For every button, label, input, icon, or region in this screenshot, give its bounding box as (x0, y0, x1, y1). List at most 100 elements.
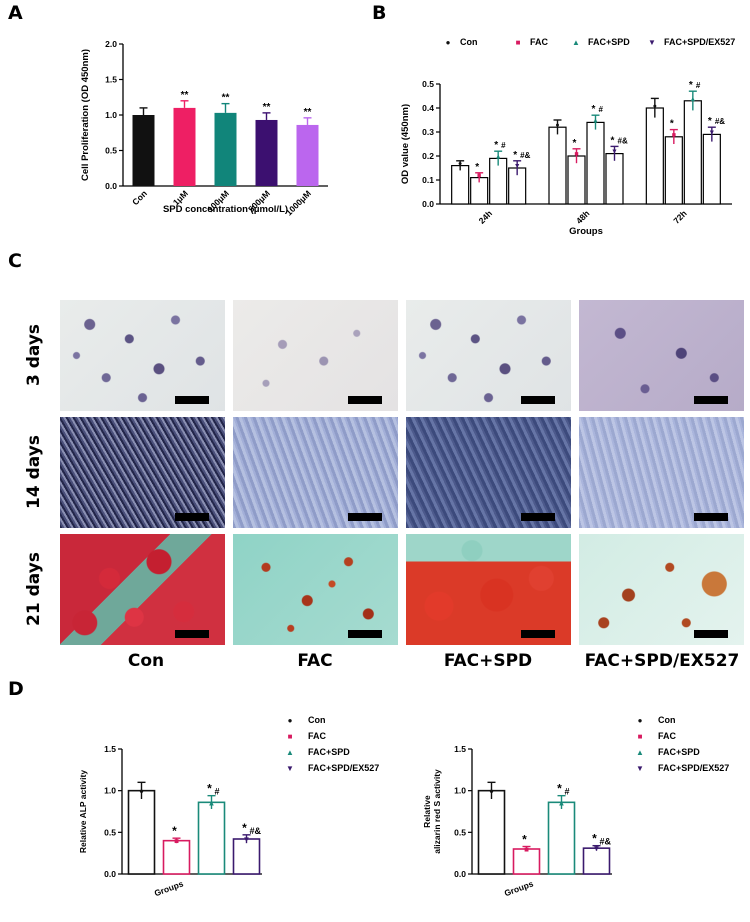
significance-label: ** (263, 102, 271, 113)
significance-label: * (172, 824, 177, 838)
bar (586, 121, 605, 205)
x-axis-title: Groups (503, 878, 535, 898)
y-tick-label: 1.0 (104, 786, 116, 796)
micrograph-14d-fac-spd-ex527 (579, 417, 744, 528)
significance-label: ** (304, 107, 312, 118)
bar (173, 107, 196, 186)
legend-marker: ● (638, 716, 643, 725)
micrograph-14d-fac-spd (406, 417, 571, 528)
bar (132, 115, 155, 186)
col-label-fac: FAC (297, 651, 333, 671)
legend-marker: ▼ (286, 764, 294, 773)
data-marker: ▼ (611, 149, 618, 156)
significance-label: * (513, 150, 517, 161)
legend-marker: ▼ (648, 38, 656, 47)
y-tick-label: 1.0 (454, 786, 466, 796)
data-marker: ▼ (708, 129, 715, 136)
significance-label: * (207, 782, 212, 796)
x-tick-label: Con (130, 188, 149, 207)
x-axis-title: Groups (569, 226, 603, 237)
bar (232, 838, 261, 875)
data-marker: ● (555, 122, 559, 129)
row-label-21-days: 21 days (24, 552, 44, 626)
bar (683, 100, 702, 205)
significance-label: * (242, 821, 247, 835)
y-tick-label: 0.1 (422, 175, 434, 185)
micrograph-3d-con (60, 300, 225, 411)
significance-label: * (670, 119, 674, 130)
significance-sub-label: #& (520, 151, 530, 160)
legend-label: FAC+SPD/EX527 (308, 763, 379, 773)
chart-b: 0.0 0.1 0.2 0.3 0.4 0.5 Groups OD value (450nm)… (400, 37, 735, 237)
row-label-14-days: 14 days (24, 435, 44, 509)
col-label-fac-spd: FAC+SPD (443, 651, 533, 671)
x-tick-label: 72h (671, 208, 688, 225)
bar (548, 126, 567, 205)
scale-bar (521, 630, 555, 638)
significance-sub-label: # (696, 81, 701, 90)
col-label-fac-spd-ex527: FAC+SPD/EX527 (584, 651, 740, 671)
legend-label: FAC+SPD (588, 37, 630, 47)
data-marker: ■ (574, 151, 578, 158)
significance-label: ** (181, 90, 189, 101)
scale-bar (348, 396, 382, 404)
bar (664, 136, 683, 205)
scale-bar (175, 630, 209, 638)
data-marker: ■ (174, 837, 179, 846)
legend-marker: ■ (516, 38, 521, 47)
scale-bar (521, 513, 555, 521)
significance-label: * (689, 80, 693, 91)
y-axis-title-line2: alizarin red S activity (432, 769, 442, 854)
scale-bar (521, 396, 555, 404)
row-label-3-days: 3 days (24, 323, 44, 387)
scale-bar (175, 396, 209, 404)
legend-label: FAC+SPD/EX527 (658, 763, 729, 773)
data-marker: ▲ (208, 798, 216, 807)
micrograph-grid (60, 300, 750, 645)
y-tick-label: 0.5 (454, 827, 466, 837)
micrograph-14d-fac (233, 417, 398, 528)
scale-bar (694, 396, 728, 404)
micrograph-21d-fac-spd-ex527 (579, 534, 744, 645)
x-axis-title: Groups (153, 878, 185, 898)
legend-marker: ■ (288, 732, 293, 741)
data-marker: ▲ (495, 153, 502, 160)
data-marker: ▲ (592, 117, 599, 124)
data-marker: ● (458, 161, 462, 168)
significance-sub-label: # (599, 105, 604, 114)
bar (197, 801, 226, 875)
x-tick-label: 48h (574, 208, 591, 225)
significance-label: * (573, 138, 577, 149)
significance-sub-label: # (501, 141, 506, 150)
legend-label: FAC+SPD/EX527 (664, 37, 735, 47)
legend-marker: ■ (638, 732, 643, 741)
data-marker: ▼ (593, 844, 601, 853)
y-axis-title: OD value (450nm) (400, 104, 411, 184)
micrograph-21d-fac-spd (406, 534, 571, 645)
data-marker: ▼ (243, 835, 251, 844)
y-axis-title: Relative ALP activity (78, 770, 88, 853)
y-tick-label: 0.5 (104, 827, 116, 837)
y-tick-label: 1.0 (105, 110, 117, 120)
significance-sub-label: # (565, 787, 570, 797)
y-tick-label: 0.5 (105, 146, 117, 156)
legend-label: FAC (658, 731, 677, 741)
legend-marker: ▲ (636, 748, 644, 757)
data-marker: ▼ (514, 163, 521, 170)
legend-marker: ▲ (572, 38, 580, 47)
bar (162, 839, 191, 875)
data-marker: ● (489, 787, 494, 796)
legend-marker: ● (446, 38, 451, 47)
significance-label: ** (222, 93, 230, 104)
micrograph-3d-fac-spd (406, 300, 571, 411)
y-tick-label: 0.2 (422, 151, 434, 161)
significance-label: * (475, 162, 479, 173)
y-tick-label: 1.5 (105, 75, 117, 85)
micrograph-21d-con (60, 534, 225, 645)
panel-label-c: C (8, 250, 22, 272)
chart-d-alizarin: 0.0 0.5 1.0 1.5 Relative alizarin red S activ… (422, 715, 729, 898)
data-marker: ● (653, 103, 657, 110)
significance-label: * (494, 140, 498, 151)
significance-label: * (592, 832, 597, 846)
data-marker: ■ (672, 132, 676, 139)
